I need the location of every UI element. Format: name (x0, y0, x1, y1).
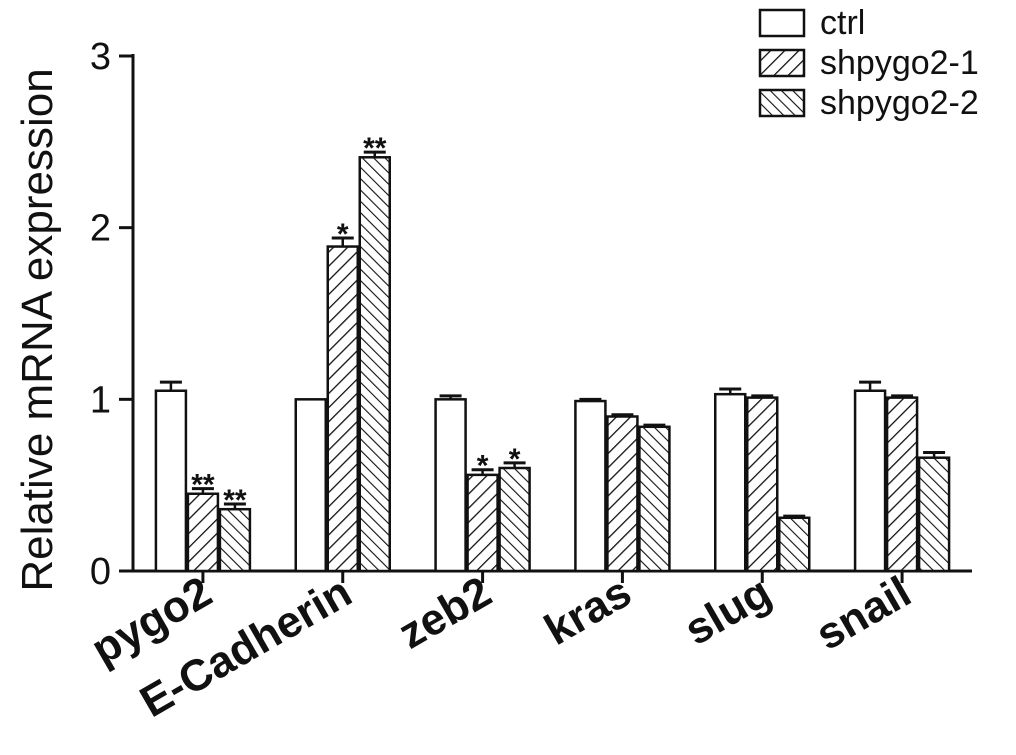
legend-swatch (758, 88, 806, 118)
bar (638, 425, 671, 573)
x-tick-label: kras (537, 567, 640, 655)
x-tick-label: snail (808, 567, 919, 660)
bar (853, 389, 887, 573)
bar (294, 398, 327, 573)
bar (574, 399, 607, 573)
significance-label: * (477, 450, 489, 483)
x-tick-label: slug (676, 567, 779, 655)
significance-label: * (509, 443, 521, 476)
legend-label: shpygo2-2 (820, 84, 979, 122)
bar (917, 456, 951, 573)
legend-label: ctrl (820, 4, 865, 42)
bar (498, 466, 531, 573)
y-axis-label: Relative mRNA expression (13, 68, 62, 591)
y-tick-label: 3 (90, 36, 111, 78)
bar (186, 492, 220, 573)
bar (746, 396, 779, 573)
bar (326, 245, 359, 573)
legend-label: shpygo2-1 (820, 44, 979, 82)
significance-label: ** (363, 132, 387, 165)
significance-label: * (337, 218, 349, 251)
bar (154, 389, 188, 573)
significance-label: ** (223, 484, 247, 517)
y-tick-label: 2 (90, 208, 111, 250)
y-tick-label: 0 (90, 551, 111, 593)
y-tick-label: 1 (90, 379, 111, 421)
bar (218, 507, 252, 573)
bar (358, 156, 391, 573)
bar (434, 398, 467, 573)
legend-swatch (758, 8, 806, 38)
significance-label: ** (191, 469, 215, 502)
legend-swatch (758, 48, 806, 78)
bar (885, 396, 919, 573)
bar (466, 473, 499, 573)
bar (778, 516, 811, 573)
bar (606, 415, 639, 573)
bar (714, 392, 747, 573)
